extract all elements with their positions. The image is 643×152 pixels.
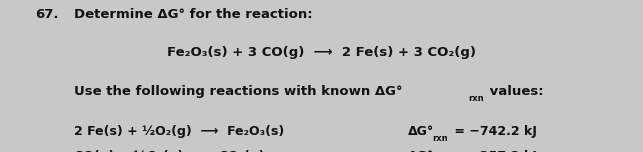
Text: ΔG°: ΔG° [408,125,435,138]
Text: rxn: rxn [468,94,484,103]
Text: ΔG°: ΔG° [408,150,435,152]
Text: 67.: 67. [35,8,59,21]
Text: = −742.2 kJ: = −742.2 kJ [450,125,537,138]
Text: Determine ΔG° for the reaction:: Determine ΔG° for the reaction: [74,8,312,21]
Text: Fe₂O₃(s) + 3 CO(g)  ⟶  2 Fe(s) + 3 CO₂(g): Fe₂O₃(s) + 3 CO(g) ⟶ 2 Fe(s) + 3 CO₂(g) [167,46,476,59]
Text: Use the following reactions with known ΔG°: Use the following reactions with known Δ… [74,85,403,98]
Text: = −257.2 kJ: = −257.2 kJ [450,150,537,152]
Text: CO(g) + ½O₂(g)  ⟶  CO₂(g): CO(g) + ½O₂(g) ⟶ CO₂(g) [74,150,264,152]
Text: rxn: rxn [432,134,448,143]
Text: values:: values: [485,85,544,98]
Text: 2 Fe(s) + ½O₂(g)  ⟶  Fe₂O₃(s): 2 Fe(s) + ½O₂(g) ⟶ Fe₂O₃(s) [74,125,284,138]
